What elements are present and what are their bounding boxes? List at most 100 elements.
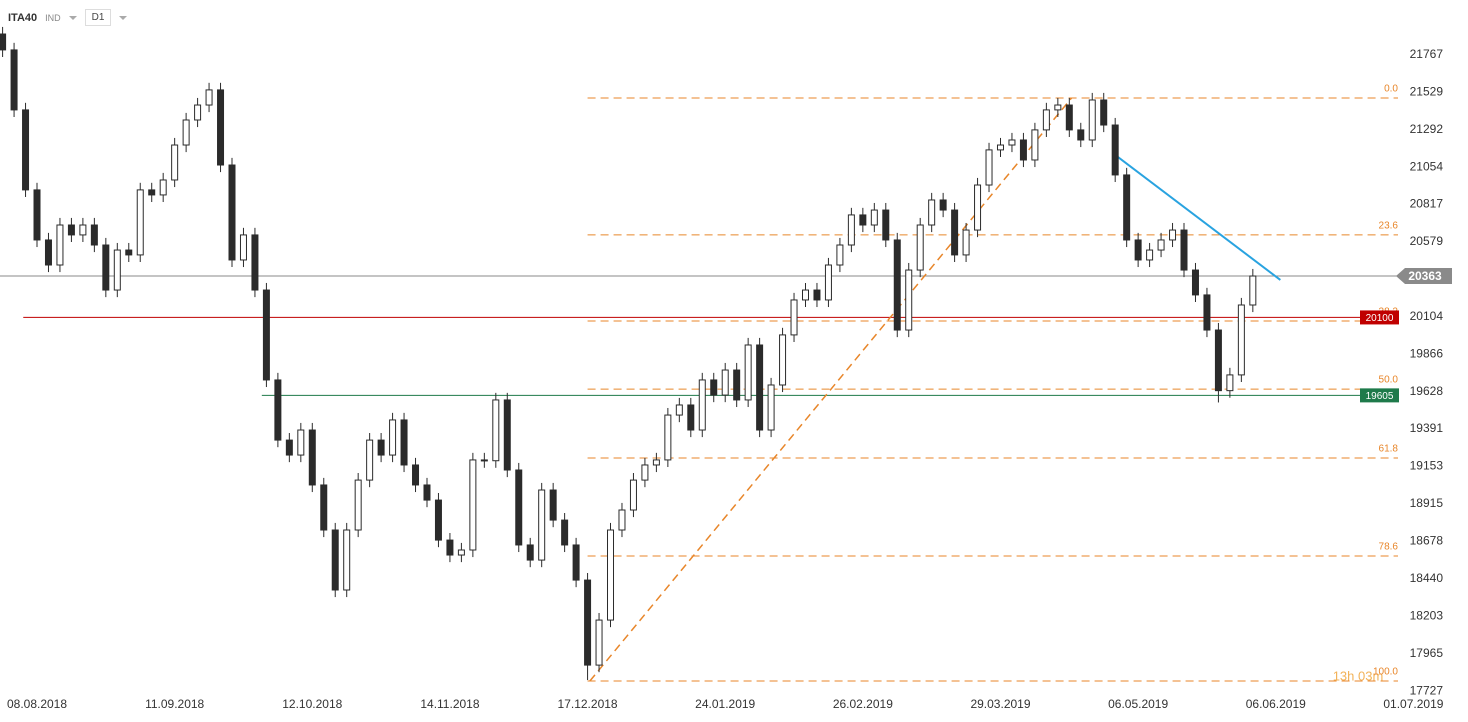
candle-body: [928, 199, 936, 226]
candle-body: [893, 239, 901, 331]
candle-body: [492, 399, 500, 462]
candle-body: [1180, 229, 1188, 271]
candle-body: [1019, 139, 1027, 161]
candle-body: [366, 439, 374, 481]
candle-body: [1134, 239, 1142, 261]
candle-body: [113, 249, 121, 291]
y-tick-label: 20817: [1410, 197, 1444, 211]
y-tick-label: 18678: [1410, 534, 1444, 548]
candle-body: [148, 189, 156, 196]
candle-body: [916, 224, 924, 271]
candle-body: [297, 429, 305, 456]
candle-body: [1226, 374, 1234, 392]
y-tick-label: 20104: [1410, 309, 1444, 323]
candle-body: [882, 209, 890, 241]
candle-body: [664, 414, 672, 461]
fib-label: 78.6: [1379, 542, 1399, 553]
candle-body: [1077, 129, 1085, 141]
candle-body: [824, 264, 832, 301]
y-tick-label: 21054: [1410, 159, 1444, 173]
candle-body: [343, 529, 351, 591]
candle-body: [217, 89, 225, 166]
fib-label: 23.6: [1379, 221, 1399, 232]
candle-body: [939, 199, 947, 211]
candle-body: [561, 519, 569, 546]
x-tick-label: 29.03.2019: [970, 697, 1030, 711]
symbol[interactable]: ITA40: [8, 11, 38, 24]
candle-body: [1214, 329, 1222, 392]
candle-body: [1088, 99, 1096, 141]
candle-body: [629, 479, 637, 511]
candle-body: [996, 144, 1004, 151]
x-tick-label: 11.09.2018: [145, 697, 204, 711]
candle-body: [1065, 104, 1073, 131]
dropdown-arrow[interactable]: [68, 15, 77, 20]
candle-body: [377, 439, 385, 456]
x-tick-label: 06.06.2019: [1246, 697, 1306, 711]
y-tick-label: 19391: [1410, 421, 1444, 435]
y-tick-label: 19866: [1410, 346, 1444, 360]
candle-body: [1100, 99, 1108, 126]
candle-body: [641, 464, 649, 481]
candle-body: [1157, 239, 1165, 251]
candle-body: [595, 619, 603, 666]
candle-body: [652, 459, 660, 466]
candle-body: [159, 179, 167, 196]
candle-body: [584, 579, 592, 666]
y-tick-label: 21529: [1410, 85, 1444, 99]
candle-body: [22, 109, 30, 191]
countdown: 13h 03m: [1333, 668, 1384, 683]
dropdown-arrow[interactable]: [119, 15, 128, 20]
price-tag-label: 19605: [1366, 391, 1394, 402]
candle-body: [1111, 124, 1119, 176]
fib-label: 50.0: [1379, 375, 1399, 386]
candle-body: [33, 189, 41, 241]
candle-body: [67, 224, 75, 236]
candle-body: [1031, 129, 1039, 161]
candle-body: [733, 369, 741, 401]
candle-body: [423, 484, 431, 501]
candle-body: [1237, 304, 1245, 376]
y-tick-label: 21292: [1410, 122, 1444, 136]
candle-body: [239, 234, 247, 261]
price-tag: [1360, 310, 1399, 325]
y-tick-label: 19153: [1410, 459, 1444, 473]
candle-body: [538, 489, 546, 561]
candle-body: [779, 334, 787, 386]
candle-body: [951, 209, 959, 256]
timeframe[interactable]: D1: [84, 9, 112, 26]
candle-body: [905, 269, 913, 331]
y-tick-label: 17727: [1410, 683, 1444, 697]
candle-body: [503, 399, 511, 471]
candle-body: [182, 119, 190, 146]
candle-body: [687, 404, 695, 431]
candle-body: [756, 344, 764, 431]
candle-body: [974, 184, 982, 231]
candle-body: [526, 544, 534, 561]
candle-body: [515, 469, 523, 546]
candle-body: [1169, 229, 1177, 241]
price-tag-label: 20100: [1366, 313, 1394, 324]
candle-body: [434, 499, 442, 541]
header: ITA40 IND D1: [8, 9, 128, 26]
candle-body: [847, 214, 855, 246]
candle-body: [389, 419, 397, 456]
candle-body: [962, 229, 970, 256]
candle-body: [320, 484, 328, 531]
y-tick-label: 19628: [1410, 384, 1444, 398]
candle-body: [802, 289, 809, 301]
candle-body: [10, 49, 18, 111]
candle-body: [262, 289, 270, 381]
candle-body: [767, 384, 775, 431]
price-tag-label: 20363: [1408, 269, 1442, 283]
candle-body: [274, 379, 282, 441]
candle-body: [698, 379, 706, 431]
trendline: [1114, 154, 1281, 281]
trendline: [589, 97, 1073, 682]
candle-body: [0, 33, 7, 51]
fib-label: 0.0: [1384, 84, 1398, 95]
candle-body: [1008, 139, 1016, 146]
candle-body: [331, 529, 339, 591]
